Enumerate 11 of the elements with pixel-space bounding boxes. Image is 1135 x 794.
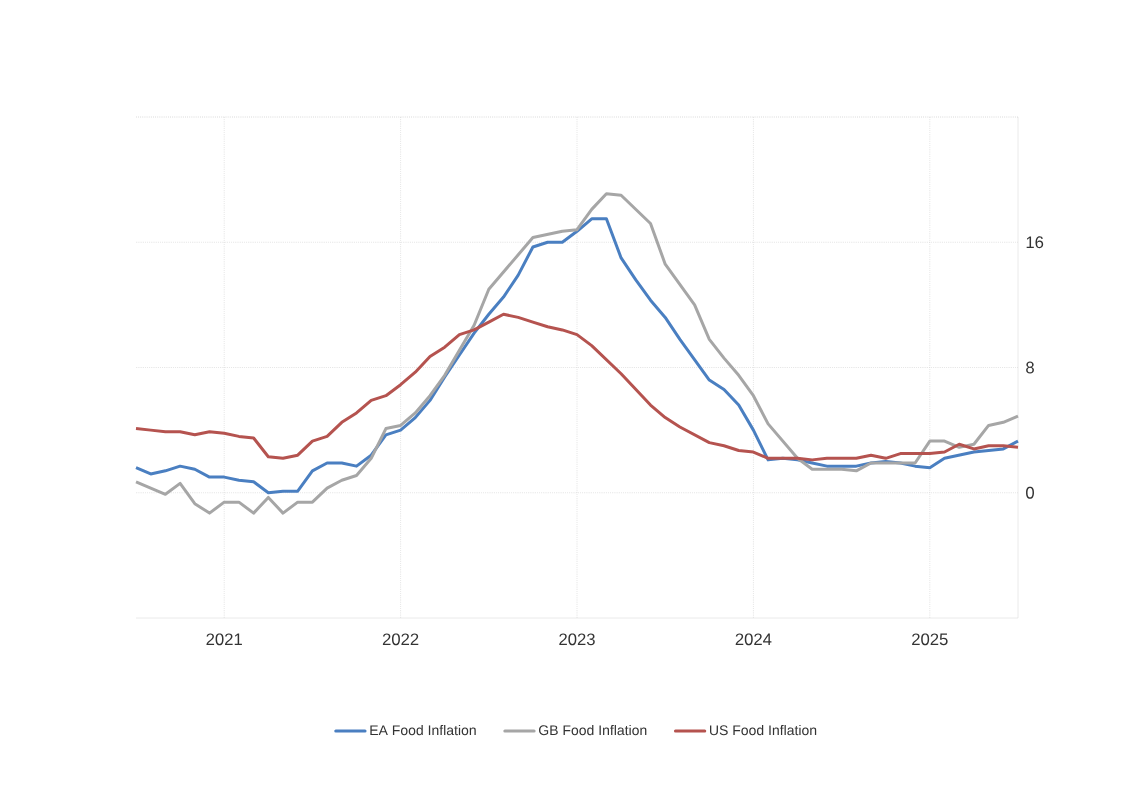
x-tick-label: 2025 — [912, 633, 948, 646]
y-tick-label: 8 — [1026, 361, 1034, 374]
x-tick-label: 2023 — [559, 633, 595, 646]
x-tick-label: 2024 — [735, 633, 772, 646]
legend-label: EA Food Inflation — [370, 724, 476, 736]
legend-label: US Food Inflation — [710, 724, 817, 736]
legend-label: GB Food Inflation — [539, 724, 647, 736]
y-tick-label: 16 — [1026, 236, 1044, 249]
x-tick-label: 2022 — [382, 633, 419, 646]
x-tick-label: 2021 — [206, 633, 242, 646]
y-tick-label: 0 — [1026, 486, 1034, 499]
